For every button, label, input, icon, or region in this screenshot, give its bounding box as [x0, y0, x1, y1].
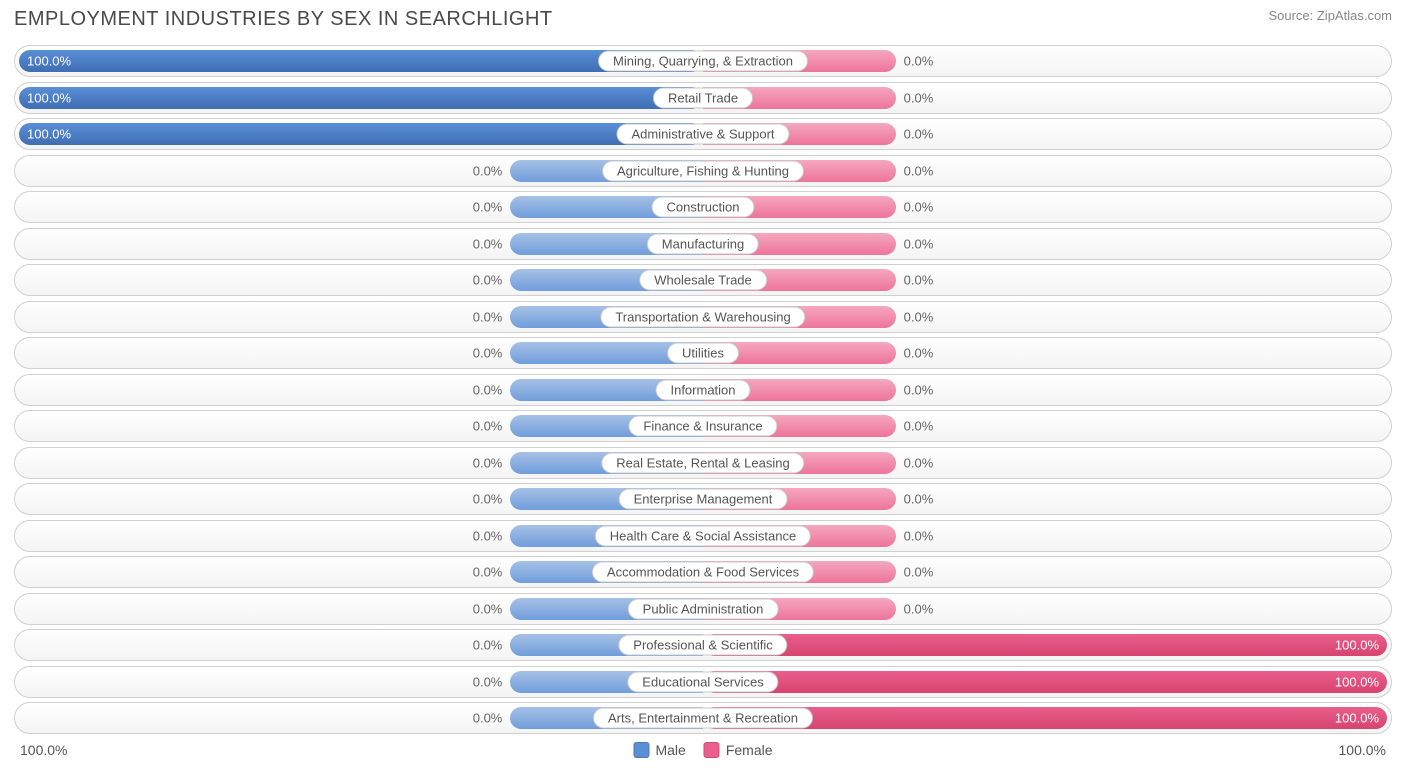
category-label: Retail Trade — [653, 87, 753, 108]
chart-title: EMPLOYMENT INDUSTRIES BY SEX IN SEARCHLI… — [14, 8, 553, 31]
male-value: 0.0% — [473, 309, 503, 324]
male-value: 100.0% — [27, 127, 71, 142]
category-label: Utilities — [667, 343, 739, 364]
chart-footer: 100.0% Male Female 100.0% — [14, 742, 1392, 764]
category-label: Enterprise Management — [619, 489, 788, 510]
category-label: Professional & Scientific — [618, 635, 787, 656]
male-value: 0.0% — [473, 236, 503, 251]
female-value: 0.0% — [904, 528, 934, 543]
female-value: 0.0% — [904, 455, 934, 470]
chart-row: 0.0% 0.0% Finance & Insurance — [14, 410, 1392, 442]
chart-rows: 100.0% 0.0% Mining, Quarrying, & Extractio… — [14, 45, 1392, 734]
chart-row: 100.0% 0.0% Mining, Quarrying, & Extractio… — [14, 45, 1392, 77]
male-value: 0.0% — [473, 419, 503, 434]
legend-male-label: Male — [655, 742, 685, 758]
female-value: 0.0% — [904, 200, 934, 215]
category-label: Manufacturing — [647, 233, 759, 254]
category-label: Public Administration — [628, 598, 779, 619]
chart-row: 0.0% 0.0% Information — [14, 374, 1392, 406]
male-value: 100.0% — [27, 54, 71, 69]
female-value: 0.0% — [904, 54, 934, 69]
category-label: Construction — [652, 197, 755, 218]
female-value: 100.0% — [1335, 674, 1379, 689]
legend-swatch-female — [704, 742, 720, 758]
female-value: 0.0% — [904, 273, 934, 288]
axis-right-label: 100.0% — [1339, 742, 1386, 758]
category-label: Administrative & Support — [616, 124, 789, 145]
chart-row: 0.0% 0.0% Transportation & Warehousing — [14, 301, 1392, 333]
category-label: Real Estate, Rental & Leasing — [601, 452, 804, 473]
male-value: 0.0% — [473, 200, 503, 215]
male-value: 0.0% — [473, 273, 503, 288]
category-label: Finance & Insurance — [628, 416, 777, 437]
chart-row: 0.0% 0.0% Wholesale Trade — [14, 264, 1392, 296]
legend: Male Female — [633, 742, 772, 758]
male-value: 0.0% — [473, 163, 503, 178]
category-label: Mining, Quarrying, & Extraction — [598, 51, 808, 72]
category-label: Transportation & Warehousing — [600, 306, 805, 327]
chart-row: 0.0% 0.0% Manufacturing — [14, 228, 1392, 260]
male-value: 0.0% — [473, 382, 503, 397]
chart-row: 0.0% 100.0% Educational Services — [14, 666, 1392, 698]
chart-row: 0.0% 0.0% Utilities — [14, 337, 1392, 369]
female-bar — [703, 671, 1387, 693]
male-value: 0.0% — [473, 492, 503, 507]
legend-swatch-male — [633, 742, 649, 758]
female-value: 0.0% — [904, 90, 934, 105]
legend-female-label: Female — [726, 742, 773, 758]
female-value: 0.0% — [904, 382, 934, 397]
female-value: 100.0% — [1335, 638, 1379, 653]
chart-row: 0.0% 0.0% Real Estate, Rental & Leasing — [14, 447, 1392, 479]
male-value: 0.0% — [473, 346, 503, 361]
female-value: 0.0% — [904, 236, 934, 251]
female-value: 0.0% — [904, 346, 934, 361]
category-label: Arts, Entertainment & Recreation — [593, 708, 813, 729]
chart-header: EMPLOYMENT INDUSTRIES BY SEX IN SEARCHLI… — [14, 8, 1392, 31]
chart-row: 0.0% 0.0% Accommodation & Food Services — [14, 556, 1392, 588]
chart-row: 0.0% 0.0% Construction — [14, 191, 1392, 223]
male-value: 100.0% — [27, 90, 71, 105]
male-value: 0.0% — [473, 455, 503, 470]
male-value: 0.0% — [473, 565, 503, 580]
female-value: 0.0% — [904, 601, 934, 616]
male-value: 0.0% — [473, 528, 503, 543]
female-value: 0.0% — [904, 419, 934, 434]
chart-row: 0.0% 0.0% Health Care & Social Assistance — [14, 520, 1392, 552]
category-label: Information — [655, 379, 750, 400]
chart-row: 0.0% 100.0% Arts, Entertainment & Recreati… — [14, 702, 1392, 734]
female-value: 100.0% — [1335, 711, 1379, 726]
chart-source: Source: ZipAtlas.com — [1268, 8, 1392, 23]
chart-row: 0.0% 0.0% Enterprise Management — [14, 483, 1392, 515]
female-bar — [703, 634, 1387, 656]
chart-row: 100.0% 0.0% Retail Trade — [14, 82, 1392, 114]
male-value: 0.0% — [473, 674, 503, 689]
female-value: 0.0% — [904, 565, 934, 580]
male-value: 0.0% — [473, 711, 503, 726]
male-bar — [19, 87, 703, 109]
chart-row: 0.0% 100.0% Professional & Scientific — [14, 629, 1392, 661]
axis-left-label: 100.0% — [20, 742, 67, 758]
chart-row: 0.0% 0.0% Public Administration — [14, 593, 1392, 625]
female-value: 0.0% — [904, 127, 934, 142]
male-value: 0.0% — [473, 638, 503, 653]
category-label: Agriculture, Fishing & Hunting — [602, 160, 804, 181]
chart-row: 100.0% 0.0% Administrative & Support — [14, 118, 1392, 150]
category-label: Health Care & Social Assistance — [595, 525, 811, 546]
male-bar — [19, 123, 703, 145]
female-value: 0.0% — [904, 163, 934, 178]
legend-male: Male — [633, 742, 685, 758]
male-value: 0.0% — [473, 601, 503, 616]
chart-row: 0.0% 0.0% Agriculture, Fishing & Hunting — [14, 155, 1392, 187]
female-value: 0.0% — [904, 492, 934, 507]
legend-female: Female — [704, 742, 773, 758]
category-label: Accommodation & Food Services — [592, 562, 814, 583]
category-label: Educational Services — [627, 671, 778, 692]
female-value: 0.0% — [904, 309, 934, 324]
category-label: Wholesale Trade — [639, 270, 767, 291]
